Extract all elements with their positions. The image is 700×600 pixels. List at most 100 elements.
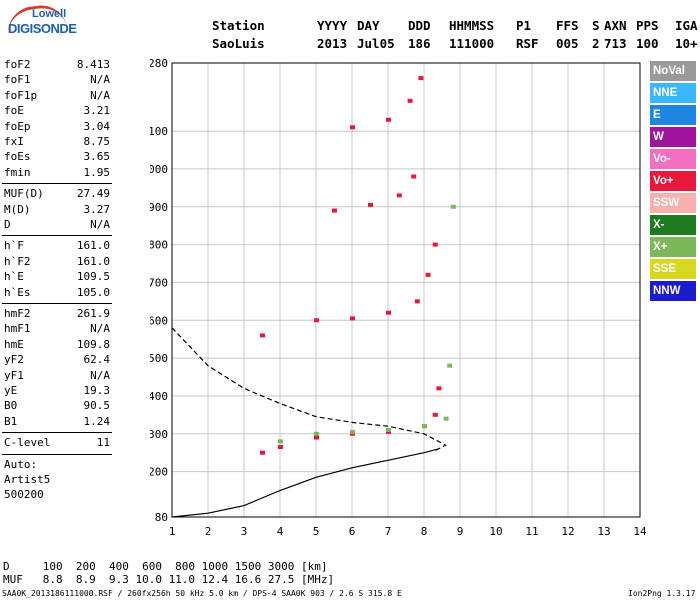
legend-item: Vo- [650, 149, 696, 169]
y-tick-label: 700 [150, 276, 168, 289]
param-value: 62.4 [83, 353, 111, 367]
trace-point [350, 125, 355, 130]
param-row: fxI 8.75 [4, 135, 110, 149]
trace-point [425, 272, 431, 277]
trace-point [386, 117, 391, 122]
trace-point [443, 416, 449, 421]
trace-point [260, 333, 265, 338]
x-tick-label: 3 [241, 525, 248, 538]
x-tick-label: 13 [597, 525, 610, 538]
param-value: 3.21 [83, 104, 111, 118]
legend-item: SSW [650, 193, 696, 213]
param-row: foEs 3.65 [4, 150, 110, 164]
param-value: 8.75 [83, 135, 111, 148]
param-name: hmF2 [4, 307, 31, 320]
param-row: h`F2 161.0 [4, 255, 110, 269]
legend-item: NoVal [650, 61, 696, 81]
param-name: h`Es [4, 285, 31, 299]
trace-point [332, 208, 337, 213]
param-value: N/A [90, 368, 110, 382]
param-name: h`F [4, 239, 24, 253]
param-name: foF1 [4, 73, 31, 87]
header-value-8: 713 [604, 36, 627, 51]
y-tick-label: 900 [150, 201, 168, 214]
y-tick-label: 80 [155, 511, 168, 524]
trace-point [436, 386, 442, 391]
y-tick-label: 500 [150, 352, 168, 365]
trace-point [368, 202, 373, 207]
param-value: 19.3 [83, 384, 111, 397]
param-name: h`F2 [4, 254, 31, 268]
footer-info: SAA0K_2013186111000.RSF / 260fx256h 50 k… [2, 589, 402, 598]
trace-point [422, 424, 427, 429]
param-row: yF2 62.4 [4, 353, 110, 367]
header-value-5: RSF [516, 36, 539, 51]
logo: Lowell DIGISONDE [4, 1, 78, 46]
legend-item: W [650, 127, 696, 147]
y-tick-label: 400 [150, 390, 168, 403]
profile-curve [171, 448, 439, 518]
param-row: yF1 N/A [4, 369, 110, 383]
legend-item: X- [650, 215, 696, 235]
param-value: 27.49 [76, 187, 110, 201]
x-tick-label: 2 [205, 525, 212, 538]
trace-point [278, 439, 283, 444]
param-value: N/A [90, 218, 110, 231]
header-value-4: 111000 [449, 36, 495, 51]
param-name: B0 [4, 399, 18, 413]
param-row: foEp 3.04 [4, 120, 110, 134]
trace-point [386, 427, 391, 432]
parameter-panel: foF2 8.413 foF1 N/A foF1p N/A foE 3.21 foEp 3.04 f… [2, 56, 112, 526]
d-row: D 100 200 400 600 800 1000 1500 3000 [km… [3, 560, 328, 573]
param-row: B0 90.5 [4, 399, 110, 413]
header-value-1: 2013 [317, 36, 348, 51]
param-value: 161.0 [76, 254, 110, 268]
header-value-3: 186 [408, 36, 431, 51]
y-tick-label: 1280 [150, 57, 168, 70]
param-value: N/A [90, 88, 110, 102]
auto-line: 500200 [4, 488, 44, 502]
param-row: B1 1.24 [4, 415, 110, 429]
header-value-0: SaoLuis [212, 36, 265, 51]
header-label-4: HHMMSS [449, 18, 495, 33]
muf-row: MUF 8.8 8.9 9.3 10.0 11.0 12.4 16.6 27.5… [3, 573, 335, 586]
y-tick-label: 800 [150, 239, 168, 252]
x-tick-label: 8 [421, 525, 428, 538]
logo-line1: Lowell [32, 8, 67, 20]
param-value: 8.413 [76, 58, 110, 71]
x-tick-label: 11 [525, 525, 538, 538]
trace-point [411, 174, 417, 179]
trace-point [450, 204, 456, 209]
param-value: 1.95 [83, 165, 111, 179]
legend-item: SSE [650, 259, 696, 279]
legend-item: NNW [650, 281, 696, 301]
param-row: M(D) 3.27 [4, 203, 110, 217]
header-label-2: DAY [357, 18, 380, 33]
divider [2, 303, 112, 304]
y-tick-label: 300 [150, 428, 168, 441]
legend-item: NNE [650, 83, 696, 103]
header-label-5: P1 [516, 18, 532, 33]
header-label-0: Station [212, 18, 265, 33]
param-row: D N/A [4, 218, 110, 232]
trace-point [350, 429, 355, 434]
param-name: MUF(D) [4, 187, 44, 201]
x-tick-label: 7 [385, 525, 392, 538]
divider [2, 235, 112, 237]
x-tick-label: 10 [489, 525, 502, 538]
param-row: foF1 N/A [4, 73, 110, 87]
header-label-6: FFS [556, 18, 579, 33]
trace-point [418, 76, 424, 81]
param-value: 3.27 [83, 202, 111, 216]
param-name: foF1p [4, 88, 38, 102]
param-row: yE 19.3 [4, 384, 110, 398]
header-value-10: 10+ [675, 36, 698, 51]
logo-line2: DIGISONDE [8, 21, 77, 36]
divider [2, 183, 112, 185]
divider [2, 453, 112, 455]
param-row: foF2 8.413 [4, 58, 110, 72]
x-tick-label: 12 [561, 525, 574, 538]
param-name: fxI [4, 135, 24, 148]
y-tick-label: 1100 [150, 125, 168, 138]
param-value: 105.0 [76, 285, 110, 299]
